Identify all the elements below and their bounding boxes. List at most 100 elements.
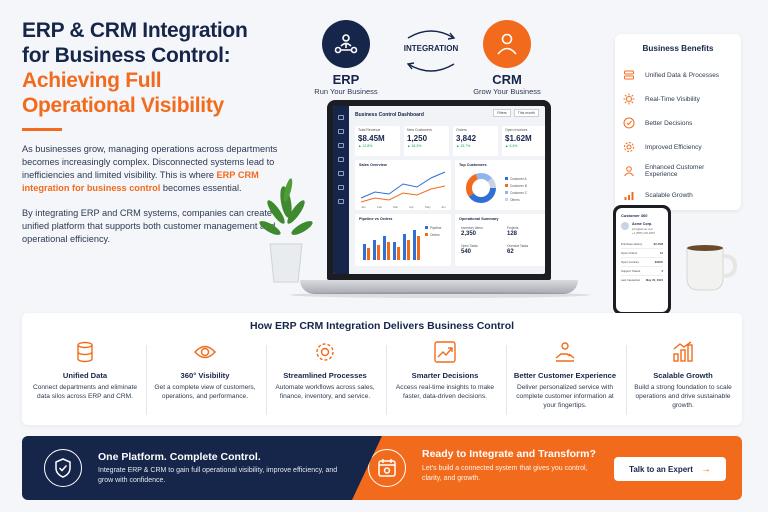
arrow-right-icon: → bbox=[700, 463, 711, 475]
feature-desc: Access real-time insights to make faster… bbox=[395, 384, 495, 400]
banner-left-desc: Integrate ERP & CRM to gain full operati… bbox=[98, 467, 338, 484]
kpi-change: ▲ 9.4% bbox=[505, 144, 518, 148]
hero-p1-after: becomes essential. bbox=[160, 183, 242, 193]
divider bbox=[626, 345, 627, 415]
ops-value: 62 bbox=[507, 249, 514, 255]
gear-icon bbox=[312, 339, 338, 365]
benefit-item: Better Decisions bbox=[623, 111, 733, 135]
crm-label: CRM bbox=[492, 72, 522, 87]
x-tick: Mar bbox=[393, 205, 398, 209]
feature-desc: Build a strong foundation to scale opera… bbox=[634, 384, 732, 409]
benefit-item: Improved Efficiency bbox=[623, 135, 733, 159]
business-benefits-panel: Business Benefits Unified Data & Process… bbox=[615, 34, 741, 210]
feature-desc: Connect departments and eliminate data s… bbox=[32, 384, 138, 400]
talk-to-expert-button[interactable]: Talk to an Expert → bbox=[614, 457, 726, 481]
pipeline-bar-chart: Pipeline Orders bbox=[363, 226, 442, 260]
customer-email: john@acme.com bbox=[632, 227, 654, 231]
top-customers-title: Top Customers bbox=[459, 163, 487, 167]
chart-up-icon bbox=[432, 339, 458, 365]
legend-entry: Pipeline bbox=[430, 226, 442, 230]
dashboard-title: Business Control Dashboard bbox=[355, 112, 424, 118]
feature-customer-experience: Better Customer Experience Deliver perso… bbox=[510, 339, 620, 410]
row-label: Purchase History bbox=[621, 242, 643, 246]
dashboard-screen: Business Control Dashboard Filters This m… bbox=[333, 106, 545, 274]
feature-title: Unified Data bbox=[62, 371, 108, 380]
decision-icon bbox=[623, 117, 635, 129]
banner-left-title: One Platform. Complete Control. bbox=[98, 451, 261, 463]
hero-title-line2: for Business Control: bbox=[22, 44, 231, 67]
top-customers-donut: Customer A Customer B Customer C Others bbox=[466, 173, 528, 203]
laptop-shadow bbox=[290, 292, 590, 298]
sales-overview-panel: Sales Overview Jan Feb Mar Apr May Jun bbox=[355, 160, 451, 210]
home-icon[interactable] bbox=[338, 115, 344, 120]
filters-button[interactable]: Filters bbox=[493, 109, 511, 117]
kpi-change: ▲ 12.8% bbox=[358, 144, 373, 148]
customers-icon[interactable] bbox=[338, 143, 344, 148]
phone: Customer 360 Acme Corp. john@acme.com +1… bbox=[613, 205, 671, 315]
hero-p1-highlight: ERP CRM integration for business control bbox=[22, 170, 259, 193]
settings-icon[interactable] bbox=[338, 199, 344, 204]
orders-icon[interactable] bbox=[338, 129, 344, 134]
customer-360-screen: Customer 360 Acme Corp. john@acme.com +1… bbox=[616, 208, 668, 312]
coffee-mug-illustration bbox=[686, 245, 738, 291]
list-item[interactable]: Purchase History $2.45M bbox=[621, 240, 663, 249]
date-range-select[interactable]: This month bbox=[513, 109, 539, 117]
crm-subtitle: Grow Your Business bbox=[473, 87, 541, 96]
features-section: How ERP CRM Integration Delivers Busines… bbox=[22, 313, 742, 425]
kpi-label: Orders bbox=[456, 128, 467, 132]
sales-overview-title: Sales Overview bbox=[359, 163, 387, 167]
x-tick: Apr bbox=[409, 205, 414, 209]
handshake-icon bbox=[552, 339, 578, 365]
list-item[interactable]: Last Interaction May 22, 2024 bbox=[621, 276, 663, 284]
integration-arrows-icon bbox=[406, 30, 456, 72]
row-value: $320K bbox=[654, 260, 663, 264]
finance-icon[interactable] bbox=[338, 185, 344, 190]
ops-label: Overdue Tasks bbox=[507, 244, 529, 248]
hero-paragraph-2: By integrating ERP and CRM systems, comp… bbox=[22, 208, 280, 244]
phone-title: Customer 360 bbox=[621, 213, 648, 218]
kpi-change: ▲ 15.7% bbox=[456, 144, 471, 148]
legend-entry: Customer A bbox=[510, 177, 528, 181]
list-item[interactable]: Support Tickets 3 bbox=[621, 267, 663, 276]
pipeline-title: Pipeline vs Orders bbox=[359, 217, 393, 221]
banner-one-platform: One Platform. Complete Control. Integrat… bbox=[22, 436, 382, 500]
integration-label: INTEGRATION bbox=[403, 44, 459, 53]
banner-cta: Ready to Integrate and Transform? Let's … bbox=[352, 436, 742, 500]
benefit-label: Improved Efficiency bbox=[645, 143, 702, 151]
list-item[interactable]: Open Invoices $320K bbox=[621, 258, 663, 267]
ops-label: Open Tasks bbox=[461, 244, 478, 248]
list-item[interactable]: Open Orders 12 bbox=[621, 249, 663, 258]
feature-streamlined: Streamlined Processes Automate workflows… bbox=[270, 339, 380, 401]
laptop-base bbox=[300, 280, 578, 294]
inventory-icon[interactable] bbox=[338, 157, 344, 162]
x-tick: May bbox=[425, 205, 431, 209]
operational-summary-panel: Operational Summary Inventory Items 2,35… bbox=[455, 214, 545, 266]
banner-right-desc: Let's build a connected system that give… bbox=[422, 465, 588, 482]
legend-entry: Orders bbox=[430, 233, 440, 237]
sun-gear-icon bbox=[623, 93, 635, 105]
features-heading: How ERP CRM Integration Delivers Busines… bbox=[249, 320, 515, 332]
benefit-item: Unified Data & Processes bbox=[623, 63, 733, 87]
kpi-card: Orders 3,842 ▲ 15.7% bbox=[453, 126, 498, 156]
hero-accent-line2: Operational Visibility bbox=[22, 94, 224, 117]
ops-value: 2,350 bbox=[461, 231, 477, 237]
growth-bars-icon bbox=[624, 192, 634, 200]
legend-entry: Others bbox=[510, 198, 520, 202]
hero-p1-before: As businesses grow, managing operations … bbox=[22, 144, 278, 180]
reports-icon[interactable] bbox=[338, 171, 344, 176]
kpi-value: $8.45M bbox=[358, 134, 385, 143]
benefit-label: Real-Time Visibility bbox=[645, 95, 700, 103]
kpi-label: New Customers bbox=[407, 128, 432, 132]
row-value: 12 bbox=[659, 251, 663, 255]
feature-smarter-decisions: Smarter Decisions Access real-time insig… bbox=[390, 339, 500, 401]
layers-icon bbox=[624, 70, 634, 80]
divider bbox=[266, 345, 267, 415]
benefit-item: Enhanced Customer Experience bbox=[623, 159, 733, 183]
growth-bars-icon bbox=[670, 339, 696, 365]
top-customers-panel: Top Customers Customer A Customer B Cust… bbox=[455, 160, 545, 210]
feature-desc: Deliver personalized service with comple… bbox=[516, 384, 614, 409]
kpi-card: Total Revenue $8.45M ▲ 12.8% bbox=[355, 126, 400, 156]
legend-entry: Customer C bbox=[510, 191, 528, 195]
ops-value: 540 bbox=[461, 249, 472, 255]
feature-title: Scalable Growth bbox=[653, 371, 713, 380]
